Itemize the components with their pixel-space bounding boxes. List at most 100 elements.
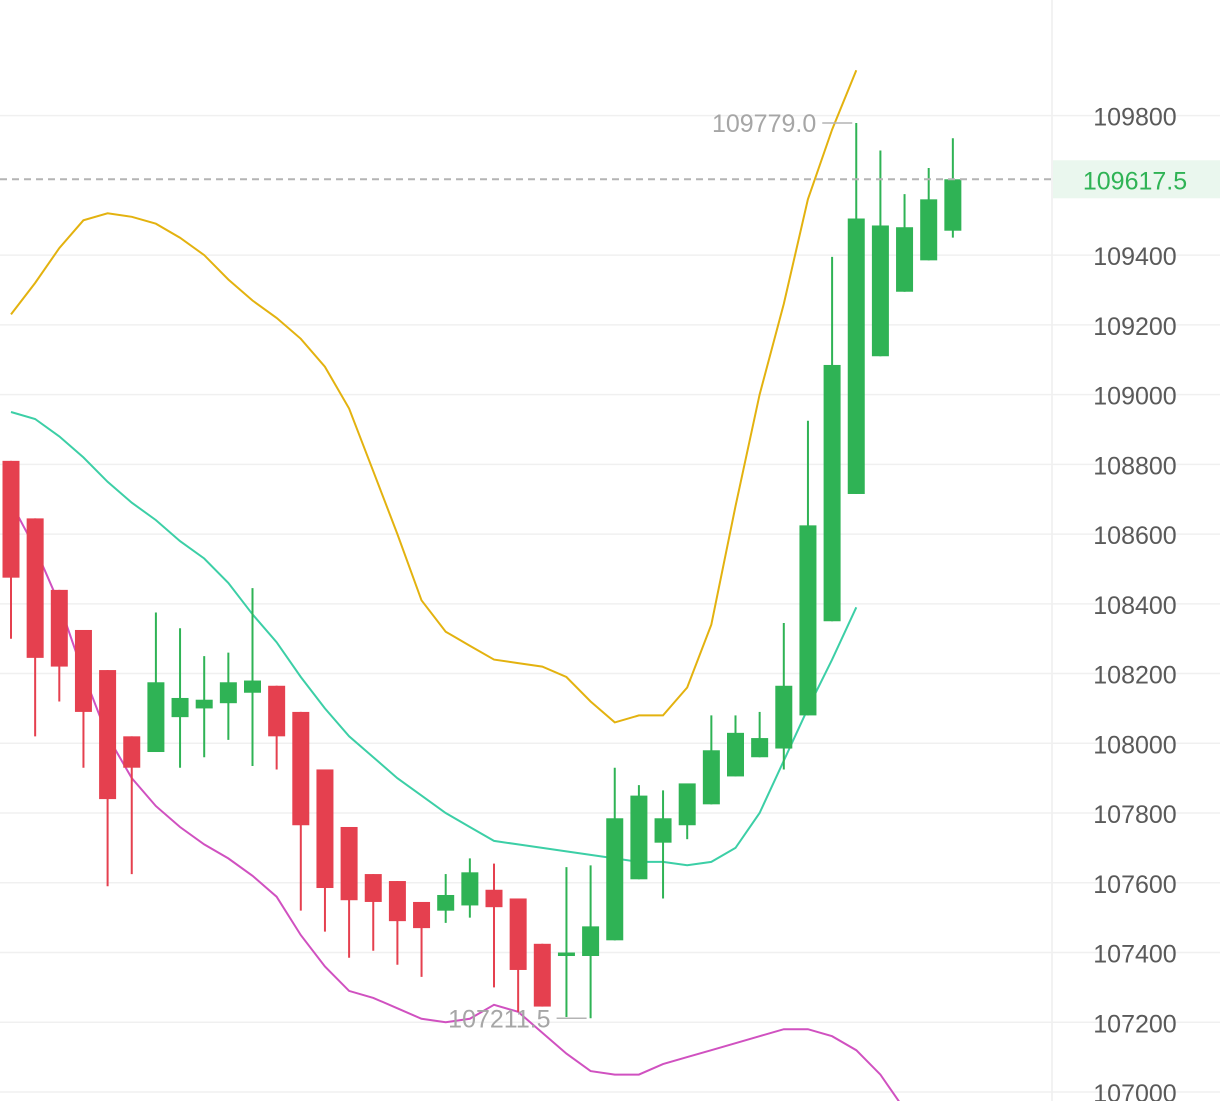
candle-body xyxy=(244,680,261,693)
candle-down xyxy=(26,518,44,737)
candle-up xyxy=(461,858,479,918)
y-tick-label: 107800 xyxy=(1093,801,1176,829)
candle-up xyxy=(775,622,793,770)
candle-body xyxy=(606,818,624,941)
candle-body xyxy=(123,736,141,768)
y-tick-label: 108800 xyxy=(1093,452,1176,480)
candle-body xyxy=(847,218,865,494)
candle-body xyxy=(195,699,213,709)
candle-up xyxy=(582,865,600,1019)
candle-down xyxy=(268,685,286,770)
candle-up xyxy=(630,785,648,880)
candle-body xyxy=(340,826,358,901)
candle-down xyxy=(364,874,382,951)
candle-body xyxy=(388,881,406,922)
candle-body xyxy=(582,926,600,957)
candle-down xyxy=(485,863,503,988)
candle-body xyxy=(437,894,455,911)
candle-down xyxy=(74,629,92,768)
candle-body xyxy=(944,179,962,231)
y-tick-label: 109400 xyxy=(1093,243,1176,271)
y-tick-label: 108600 xyxy=(1093,522,1176,550)
candle-up xyxy=(871,150,889,357)
candle-body xyxy=(268,685,286,737)
candle-body xyxy=(799,525,817,716)
y-tick-label: 109800 xyxy=(1093,104,1176,132)
candle-up xyxy=(171,628,189,768)
candle-up xyxy=(147,612,165,753)
candle-body xyxy=(461,872,479,906)
candle-body xyxy=(678,783,696,826)
candle-down xyxy=(50,589,68,702)
high-price-label: 109779.0 xyxy=(712,110,816,138)
candle-down xyxy=(340,826,358,958)
bollinger-bands xyxy=(10,69,900,1101)
candle-body xyxy=(219,682,237,704)
candle-up xyxy=(799,420,817,716)
candle-body xyxy=(2,460,20,578)
candle-up xyxy=(751,711,769,758)
candle-body xyxy=(630,795,648,880)
candle-up xyxy=(847,122,865,494)
y-tick-label: 107400 xyxy=(1093,941,1176,969)
y-tick-label: 109200 xyxy=(1093,313,1176,341)
candle-body xyxy=(920,199,938,261)
candle-down xyxy=(2,460,20,639)
last-price-label: 109617.5 xyxy=(1083,167,1187,195)
candle-body xyxy=(74,629,92,712)
candle-up xyxy=(920,167,938,261)
candle-down xyxy=(413,901,431,977)
candle-up xyxy=(727,715,744,777)
candle-up xyxy=(702,715,720,805)
candle-up xyxy=(195,656,213,758)
candle-body xyxy=(775,685,793,749)
candle-down xyxy=(316,769,334,932)
candle-body xyxy=(727,732,744,777)
lower-band-line xyxy=(10,502,900,1101)
candle-body xyxy=(147,682,165,753)
candle-down xyxy=(533,943,551,1007)
candle-body xyxy=(99,670,117,800)
price-markers: 109617.5 109779.0 107211.5 xyxy=(0,110,1220,1033)
candle-up xyxy=(557,867,575,1018)
candle-up xyxy=(823,256,841,622)
candle-body xyxy=(533,943,551,1007)
candle-body xyxy=(557,952,575,957)
candle-down xyxy=(99,670,117,887)
low-price-label: 107211.5 xyxy=(448,1005,550,1033)
candle-body xyxy=(292,711,310,826)
candle-up xyxy=(437,874,455,923)
last-price-badge xyxy=(1053,160,1220,199)
candle-down xyxy=(123,736,141,875)
candle-down xyxy=(292,711,310,911)
y-tick-label: 109000 xyxy=(1093,383,1176,411)
candle-body xyxy=(751,738,769,758)
middle-band-line xyxy=(10,411,858,867)
candle-up xyxy=(244,588,261,766)
y-tick-label: 107600 xyxy=(1093,871,1176,899)
candle-up xyxy=(896,194,914,292)
y-tick-label: 107000 xyxy=(1093,1080,1176,1101)
candle-up xyxy=(606,767,624,941)
candle-up xyxy=(678,783,696,840)
candle-up xyxy=(654,790,672,899)
candle-down xyxy=(388,881,406,965)
candle-body xyxy=(413,901,431,929)
candle-body xyxy=(171,697,189,718)
candle-body xyxy=(896,227,914,292)
candle-down xyxy=(509,898,527,1012)
candle-body xyxy=(871,225,889,357)
y-tick-label: 108400 xyxy=(1093,592,1176,620)
candle-body xyxy=(26,518,44,658)
candle-up xyxy=(219,652,237,740)
candle-body xyxy=(702,750,720,805)
candle-body xyxy=(316,769,334,889)
y-tick-label: 108000 xyxy=(1093,731,1176,759)
price-axis: 109800 109400 109200 109000 108800 108600 1084… xyxy=(1093,104,1176,1101)
upper-band-line xyxy=(10,69,858,724)
y-tick-label: 107200 xyxy=(1093,1010,1176,1038)
candle-up xyxy=(944,138,962,238)
candles xyxy=(2,122,962,1019)
